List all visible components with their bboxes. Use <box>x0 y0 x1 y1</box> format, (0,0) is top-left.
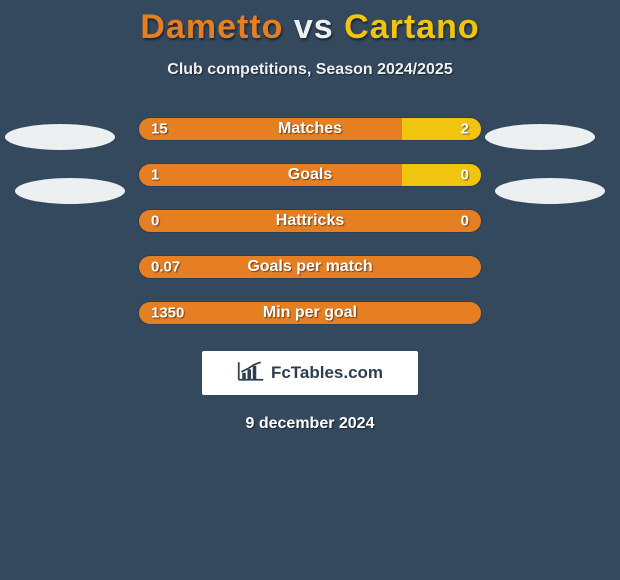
stat-label: Min per goal <box>263 304 357 322</box>
stat-value-right: 0 <box>461 213 469 230</box>
stat-value-left: 1350 <box>151 305 184 322</box>
stat-label: Goals <box>288 166 332 184</box>
stat-row: 1350 Min per goal <box>0 301 620 325</box>
decorative-ellipse <box>5 124 115 150</box>
subtitle: Club competitions, Season 2024/2025 <box>0 61 620 79</box>
stat-row: 0.07 Goals per match <box>0 255 620 279</box>
bar-right-fill <box>402 164 481 186</box>
stat-bar: 15 2 Matches <box>138 117 482 141</box>
title-player1: Dametto <box>140 8 283 46</box>
stat-bar: 0 0 Hattricks <box>138 209 482 233</box>
page-title: Dametto vs Cartano <box>0 8 620 47</box>
stat-bar: 1 0 Goals <box>138 163 482 187</box>
brand-text: FcTables.com <box>271 363 383 383</box>
bar-left-fill <box>139 118 402 140</box>
stat-value-right: 0 <box>461 167 469 184</box>
stat-bar: 0.07 Goals per match <box>138 255 482 279</box>
brand-logo[interactable]: FcTables.com <box>202 351 418 395</box>
chart-icon <box>237 360 265 387</box>
bar-right-fill <box>402 118 481 140</box>
stat-value-left: 1 <box>151 167 159 184</box>
date-text: 9 december 2024 <box>0 415 620 433</box>
stat-value-left: 0.07 <box>151 259 180 276</box>
title-vs: vs <box>283 8 344 46</box>
decorative-ellipse <box>15 178 125 204</box>
bar-left-fill <box>139 164 402 186</box>
decorative-ellipse <box>485 124 595 150</box>
stat-value-left: 15 <box>151 121 168 138</box>
stat-value-right: 2 <box>461 121 469 138</box>
stat-value-left: 0 <box>151 213 159 230</box>
main-container: Dametto vs Cartano Club competitions, Se… <box>0 0 620 433</box>
stat-label: Matches <box>278 120 342 138</box>
stat-row: 0 0 Hattricks <box>0 209 620 233</box>
title-player2: Cartano <box>344 8 479 46</box>
stat-label: Hattricks <box>276 212 344 230</box>
stat-bar: 1350 Min per goal <box>138 301 482 325</box>
decorative-ellipse <box>495 178 605 204</box>
stat-label: Goals per match <box>247 258 372 276</box>
